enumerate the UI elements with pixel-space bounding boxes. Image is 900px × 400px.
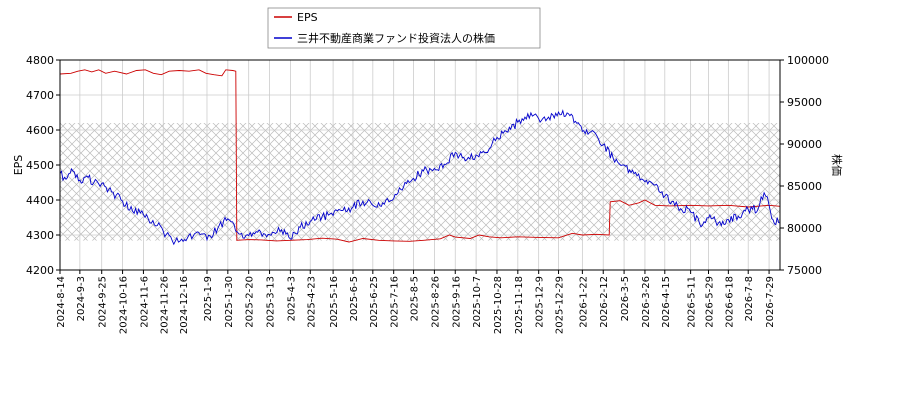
grid: [59, 59, 780, 271]
left-tick-label: 4400: [26, 194, 54, 207]
x-tick-label: 2025-7-16: [390, 276, 401, 328]
legend: EPS 三井不動産商業ファンド投資法人の株価: [267, 7, 541, 49]
hatched-band: [60, 123, 780, 241]
x-tick-label: 2026-6-18: [724, 276, 735, 328]
x-tick-label: 2024-9-3: [76, 276, 87, 321]
x-tick-label: 2026-3-26: [641, 276, 652, 328]
x-tick-label: 2025-8-5: [410, 276, 421, 321]
left-tick-label: 4200: [26, 264, 54, 277]
x-tick-label: 2025-1-9: [203, 276, 214, 321]
legend-box: [267, 7, 541, 49]
right-tick-label: 95000: [787, 96, 822, 109]
series-layer: [60, 69, 780, 246]
x-tick-label: 2025-11-18: [514, 276, 525, 334]
x-axis-ticks: 2024-8-14 2024-9-3 2024-9-25 2024-10-16 2024…: [56, 270, 776, 334]
left-tick-label: 4500: [26, 159, 54, 172]
right-tick-label: 85000: [787, 180, 822, 193]
x-tick-label: 2025-12-29: [555, 276, 566, 334]
x-tick-label: 2024-8-14: [56, 276, 67, 328]
right-axis-label: 株価: [830, 154, 844, 176]
x-tick-label: 2026-7-29: [765, 276, 776, 328]
x-tick-label: 2025-8-26: [430, 276, 441, 328]
x-tick-label: 2025-12-9: [535, 276, 546, 328]
x-tick-label: 2025-3-13: [266, 276, 277, 328]
x-tick-label: 2025-1-30: [224, 276, 235, 328]
left-axis-ticks: 4200 4300 4400 4500 4600 4700 4800: [26, 54, 60, 277]
left-tick-label: 4300: [26, 229, 54, 242]
left-tick-label: 4600: [26, 124, 54, 137]
left-tick-label: 4700: [26, 89, 54, 102]
x-tick-label: 2025-9-16: [451, 276, 462, 328]
x-tick-label: 2025-6-5: [349, 276, 360, 321]
left-tick-label: 4800: [26, 54, 54, 67]
x-tick-label: 2026-4-15: [661, 276, 672, 328]
x-tick-label: 2025-4-3: [286, 276, 297, 321]
x-tick-label: 2025-10-7: [472, 276, 483, 328]
x-tick-label: 2026-7-8: [744, 276, 755, 321]
right-tick-label: 75000: [787, 264, 822, 277]
x-tick-label: 2025-10-28: [493, 276, 504, 334]
x-tick-label: 2026-1-22: [578, 276, 589, 328]
left-axis-label: EPS: [12, 155, 25, 176]
x-tick-label: 2026-5-11: [687, 276, 698, 328]
x-tick-label: 2024-12-16: [179, 276, 190, 334]
x-tick-label: 2025-6-25: [369, 276, 380, 328]
legend-label-price: 三井不動産商業ファンド投資法人の株価: [297, 31, 495, 45]
legend-label-eps: EPS: [297, 11, 318, 24]
price-series-line: [60, 109, 780, 246]
x-tick-label: 2024-11-6: [139, 276, 150, 328]
x-tick-label: 2024-11-26: [159, 276, 170, 334]
x-tick-label: 2024-9-25: [98, 276, 109, 328]
right-tick-label: 100000: [787, 54, 829, 67]
x-tick-label: 2026-5-29: [704, 276, 715, 328]
x-tick-label: 2026-2-12: [599, 276, 610, 328]
x-tick-label: 2026-3-5: [620, 276, 631, 321]
right-tick-label: 90000: [787, 138, 822, 151]
right-tick-label: 80000: [787, 222, 822, 235]
x-tick-label: 2024-10-16: [119, 276, 130, 334]
x-tick-label: 2025-4-23: [306, 276, 317, 328]
eps-series-line: [60, 69, 780, 243]
x-tick-label: 2025-2-20: [245, 276, 256, 328]
right-axis-ticks: 75000 80000 85000 90000 95000 100000: [780, 54, 829, 277]
x-tick-label: 2025-5-16: [329, 276, 340, 328]
